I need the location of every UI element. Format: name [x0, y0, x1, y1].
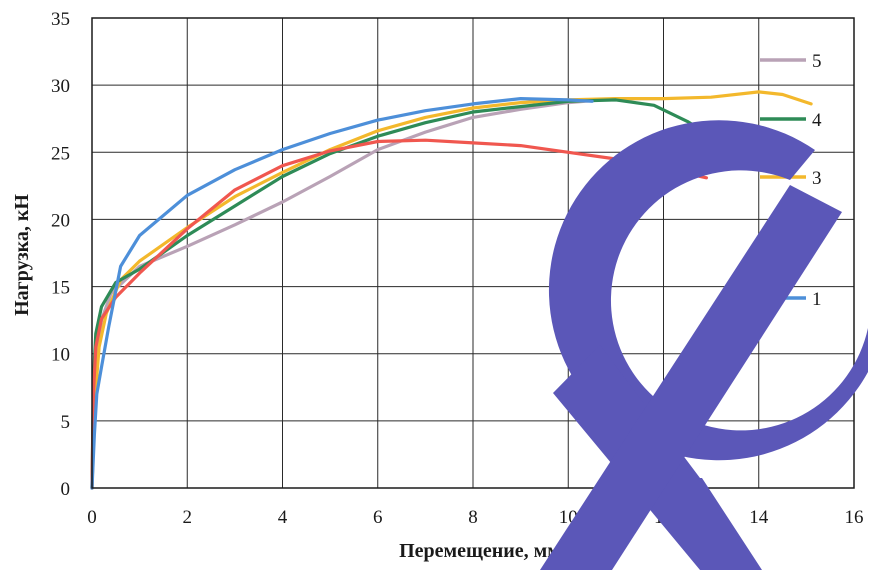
y-tick-label: 20 [51, 210, 70, 231]
watermark-shapes [540, 120, 868, 570]
legend-label-5: 5 [812, 51, 822, 72]
y-axis-title: Нагрузка, кН [11, 194, 33, 316]
y-tick-label: 15 [51, 278, 70, 299]
y-tick-label: 10 [51, 345, 70, 366]
watermark-arc [548, 120, 868, 461]
x-tick-label: 0 [87, 507, 97, 528]
plot-frame [91, 17, 855, 489]
axes [91, 17, 855, 489]
watermark-bar [540, 185, 842, 570]
series-lines [90, 90, 813, 490]
x-tick-label: 16 [845, 507, 864, 528]
series-line-2 [90, 138, 708, 490]
legend-label-4: 4 [812, 110, 822, 131]
y-tick-label: 30 [51, 76, 70, 97]
x-tick-label: 4 [278, 507, 288, 528]
x-axis-title: Перемещение, мм [399, 540, 561, 562]
y-tick-label: 35 [51, 9, 70, 30]
x-tick-label: 8 [468, 507, 478, 528]
legend-label-1: 1 [812, 289, 822, 310]
series-line-1 [90, 97, 594, 490]
y-tick-label: 0 [61, 479, 71, 500]
y-tick-label: 5 [61, 412, 71, 433]
y-tick-label: 25 [51, 143, 70, 164]
x-tick-label: 14 [749, 507, 769, 528]
x-tick-label: 2 [183, 507, 193, 528]
x-tick-label: 6 [373, 507, 383, 528]
legend-label-3: 3 [812, 168, 822, 189]
series-line-4 [90, 98, 713, 490]
